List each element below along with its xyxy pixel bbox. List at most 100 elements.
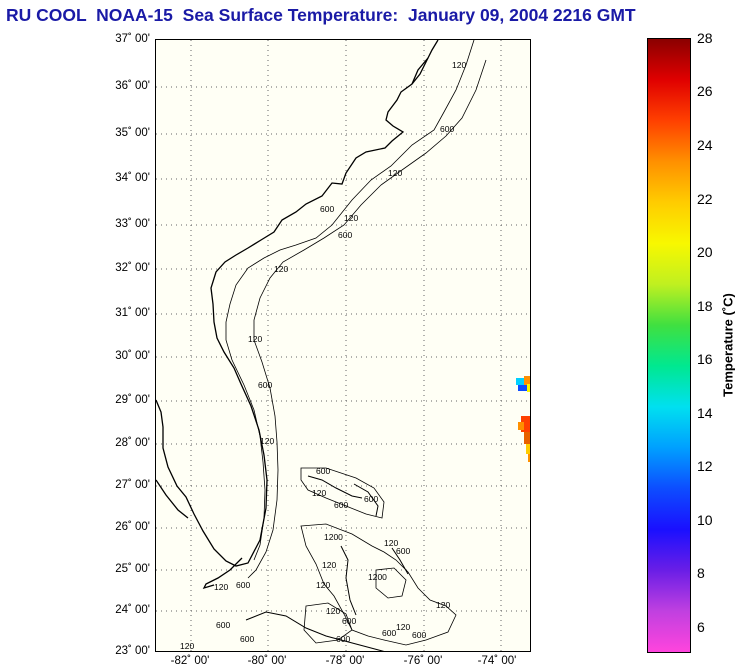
contour-label: 120 [180,641,194,651]
contour-label: 120 [452,60,466,70]
contour-label: 600 [336,634,350,644]
isobaths [225,40,487,646]
longitude-label: -78˚ 00' [325,655,365,667]
contour-label: 600 [334,500,348,510]
contour-label: 600 [396,546,410,556]
sst-pixel [518,422,524,430]
temperature-colorbar [647,38,691,653]
contour-label: 120 [384,538,398,548]
longitude-label: -74˚ 00' [477,655,517,667]
latitude-label: 32˚ 00' [115,262,150,274]
sst-patches [516,312,531,462]
colorbar-tick-label: 26 [697,83,713,99]
sst-pixel [524,376,530,385]
latitude-label: 35˚ 00' [115,127,150,139]
contour-label: 120 [214,582,228,592]
contour-label: 1200 [324,532,343,542]
colorbar-tick-label: 22 [697,191,713,207]
latitude-label: 36˚ 00' [115,80,150,92]
contour-label: 600 [320,204,334,214]
latitude-label: 26˚ 00' [115,521,150,533]
bank-great-bahama [300,523,457,646]
sst-pixel [530,312,531,315]
isobath-120-shelf [225,40,475,561]
latitude-label: 25˚ 00' [115,563,150,575]
coastline-outer-banks [411,57,429,85]
coastline-mainland [156,40,439,567]
colorbar-tick-label: 12 [697,458,713,474]
latitude-label: 31˚ 00' [115,307,150,319]
contour-label: 120 [326,606,340,616]
contour-label: 600 [216,620,230,630]
contour-label: 120 [322,560,336,570]
contour-labels: 120 600 120 600 120 600 120 120 600 120 … [180,60,466,651]
island-abaco [353,483,379,517]
colorbar-axis-label: Temperature (˚C) [720,293,736,397]
sst-pixel [524,432,530,444]
latitude-label: 27˚ 00' [115,479,150,491]
coastline [156,40,439,590]
contour-label: 600 [382,628,396,638]
contour-label: 120 [316,580,330,590]
latitude-label: 24˚ 00' [115,604,150,616]
contour-label: 120 [436,600,450,610]
island-cuba [245,611,385,651]
colorbar-tick-label: 6 [697,619,705,635]
colorbar-tick-label: 14 [697,405,713,421]
bank-exuma [375,567,407,599]
coastline-keys [202,557,243,590]
colorbar-tick-label: 20 [697,244,713,260]
contour-label: 120 [388,168,402,178]
contour-label: 120 [312,488,326,498]
latitude-label: 30˚ 00' [115,350,150,362]
isobath-600-slope [247,59,487,579]
contour-label: 600 [338,230,352,240]
contour-label: 120 [396,622,410,632]
coastline-gulf [156,479,189,519]
contour-label: 600 [236,580,250,590]
sst-pixel [526,444,530,454]
latitude-label: 34˚ 00' [115,172,150,184]
sst-pixel [528,454,530,462]
latitude-label: 28˚ 00' [115,437,150,449]
sst-pixel [527,384,530,392]
colorbar-tick-label: 16 [697,351,713,367]
contour-label: 600 [412,630,426,640]
contour-label: 120 [274,264,288,274]
sst-map: 120 600 120 600 120 600 120 120 600 120 … [155,39,531,652]
bank-little-bahama [300,467,385,519]
contour-label: 600 [364,494,378,504]
longitude-label: -76˚ 00' [403,655,443,667]
contour-label: 600 [240,634,254,644]
sst-pixel [516,378,524,385]
island-grand-bahama [307,475,363,499]
contour-label: 120 [248,334,262,344]
colorbar-tick-label: 18 [697,298,713,314]
island-andros [340,545,357,616]
graticule [156,40,530,651]
colorbar-tick-label: 8 [697,565,705,581]
contour-label: 600 [316,466,330,476]
longitude-label: -82˚ 00' [170,655,210,667]
sst-pixel [518,385,527,391]
contour-label: 600 [342,616,356,626]
longitude-label: -80˚ 00' [247,655,287,667]
colorbar-tick-label: 28 [697,30,713,46]
map-canvas: 120 600 120 600 120 600 120 120 600 120 … [156,40,531,651]
islands [245,475,409,651]
latitude-label: 33˚ 00' [115,218,150,230]
colorbar-tick-label: 24 [697,137,713,153]
latitude-label: 29˚ 00' [115,394,150,406]
contour-label: 120 [344,213,358,223]
sst-pixel [521,416,530,432]
contour-label: 600 [440,124,454,134]
island-eleuthera [391,547,409,575]
latitude-label: 37˚ 00' [115,33,150,45]
bank-cay-sal [303,602,353,644]
latitude-label: 23˚ 00' [115,645,150,657]
map-title: RU COOL NOAA-15 Sea Surface Temperature:… [6,5,636,25]
colorbar-tick-label: 10 [697,512,713,528]
contour-label: 120 [260,436,274,446]
contour-label: 600 [258,380,272,390]
contour-label: 1200 [368,572,387,582]
